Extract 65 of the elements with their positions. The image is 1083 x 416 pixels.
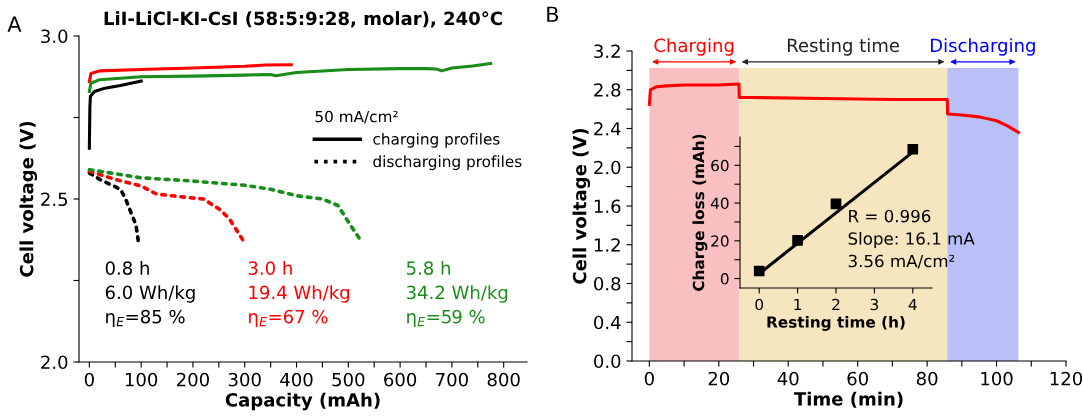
x-tick-label: 1 [794,298,802,311]
annotation: R = 0.996 Slope: 16.1 mA 3.56 mA/cm² [848,209,975,269]
x-tick-label: 700 [436,372,468,387]
y-tick-label: 1.6 [594,199,621,214]
y-axis-title: Charge loss (mAh) [692,134,708,291]
x-tick-label: 800 [487,372,520,387]
x-axis-title: Resting time (h) [767,315,905,331]
y-tick-label: 2.0 [594,160,621,175]
point [753,265,765,277]
y-tick-label: 1.2 [594,238,620,252]
point [907,143,919,155]
y-tick-label: 0.4 [594,315,621,330]
y-tick-label: 40 [710,197,729,210]
y-tick-label: 2.0 [41,355,68,370]
x-axis-title: Time (min) [793,391,903,408]
y-tick-label: 0 [720,273,729,285]
annotation: 3.0 h 19.4 Wh/kg η$_{E}$=67 % [248,260,350,327]
line-series [87,79,143,150]
annotation: 0.8 h 6.0 Wh/kg η$_{E}$=85 % [105,260,195,327]
legend-label: discharging profiles [373,155,522,171]
y-tick-label: 20 [711,235,729,247]
x-tick-label: 2 [832,298,840,311]
x-tick-label: 120 [1050,371,1083,386]
x-tick-label: 3 [870,298,879,311]
x-tick-label: 0 [84,372,94,387]
x-tick-label: 60 [847,371,868,386]
point [830,198,842,210]
chart-title: LiI-LiCl-KI-CsI (58:5:9:28, molar), 240°C [104,11,502,28]
x-axis-title: Capacity (mAh) [225,392,380,411]
band-label: Charging [654,38,734,56]
x-tick-label: 40 [777,371,799,386]
x-tick-label: 600 [384,372,417,387]
y-tick-label: 3.0 [41,29,68,44]
line-series [87,61,493,93]
line-series [87,171,141,245]
y-tick-label: 2.8 [594,83,621,97]
y-tick-label: 60 [711,159,729,172]
band-label: Discharging [930,38,1035,56]
y-tick-label: 0.0 [594,354,621,369]
x-tick-label: 100 [125,372,158,387]
line-series [87,169,247,245]
x-tick-label: 500 [332,372,365,387]
x-tick-label: 200 [177,372,209,387]
legend-label: charging profiles [373,132,500,148]
x-tick-label: 4 [908,298,917,311]
annotation: 5.8 h 34.2 Wh/kg η$_{E}$=59 % [406,260,508,327]
line-series [87,63,293,84]
x-tick-label: 0 [644,371,654,386]
legend-title: 50 mA/cm² [315,110,398,124]
y-axis-title: Cell voltage (V) [19,121,38,277]
x-tick-label: 0 [755,298,764,311]
text: A [7,16,22,32]
line-series [647,82,1020,134]
x-tick-label: 100 [981,371,1013,386]
x-tick-label: 80 [916,371,938,386]
y-tick-label: 0.8 [594,276,621,291]
y-axis-title: Cell voltage (V) [572,128,591,284]
band-label: Resting time [787,38,900,56]
x-tick-label: 400 [280,372,313,387]
x-tick-label: 300 [228,372,261,387]
y-tick-label: 2.5 [41,192,68,207]
y-tick-label: 3.2 [594,44,620,59]
y-tick-label: 2.4 [594,121,621,136]
text: B [547,6,559,22]
point [792,235,803,246]
